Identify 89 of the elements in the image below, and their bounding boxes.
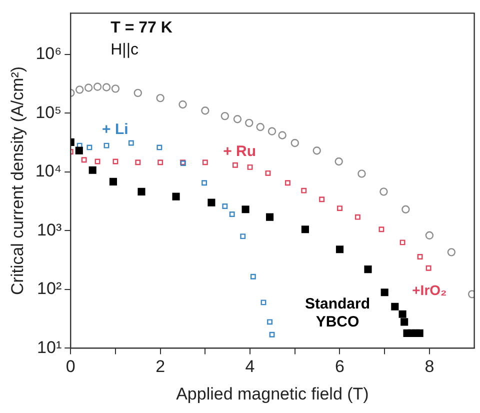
point xyxy=(301,188,307,194)
point xyxy=(232,162,238,168)
y-tick-label: 10³ xyxy=(37,220,62,240)
point xyxy=(75,146,83,154)
point xyxy=(202,160,208,166)
point xyxy=(247,164,253,170)
point xyxy=(104,142,110,148)
point xyxy=(222,204,228,209)
point xyxy=(158,160,164,166)
point xyxy=(337,206,342,212)
y-axis-title: Critical current density (A/cm²) xyxy=(8,66,27,296)
x-axis-title: Applied magnetic field (T) xyxy=(176,384,369,404)
y-tick-label: 10⁶ xyxy=(36,44,62,63)
point xyxy=(240,234,246,240)
point xyxy=(290,138,299,148)
point xyxy=(417,254,423,260)
point xyxy=(134,88,142,98)
series-label: + Li xyxy=(102,120,128,138)
point xyxy=(135,160,141,166)
point xyxy=(400,240,406,246)
point xyxy=(268,127,276,136)
point xyxy=(400,318,408,326)
point xyxy=(402,205,410,214)
point xyxy=(84,84,93,92)
point xyxy=(172,192,180,200)
point xyxy=(242,206,250,214)
point xyxy=(245,118,254,128)
x-tick-label: 2 xyxy=(156,357,166,376)
point xyxy=(202,180,207,186)
point xyxy=(256,122,264,132)
point xyxy=(156,144,162,150)
point xyxy=(267,319,272,325)
x-tick-label: 4 xyxy=(245,357,255,376)
annotation: H||c xyxy=(110,42,138,59)
point xyxy=(391,302,399,310)
point xyxy=(354,214,360,220)
point xyxy=(250,274,256,280)
y-tick-label: 10⁵ xyxy=(36,102,62,122)
point xyxy=(334,157,343,166)
annotation: +IrO₂ xyxy=(412,282,447,298)
point xyxy=(364,266,372,274)
series-label: + Ru xyxy=(223,142,256,160)
point xyxy=(378,226,384,232)
point xyxy=(265,170,271,176)
point xyxy=(156,94,164,102)
point xyxy=(425,231,434,240)
point xyxy=(81,157,87,163)
point xyxy=(319,196,325,202)
point xyxy=(426,265,432,271)
point xyxy=(220,112,230,120)
point xyxy=(380,188,388,196)
point xyxy=(229,212,235,217)
point xyxy=(111,84,120,93)
point xyxy=(312,146,321,155)
annotation: T = 77 K xyxy=(110,20,173,37)
y-tick-label: 10² xyxy=(37,279,62,298)
point xyxy=(278,131,286,140)
point xyxy=(447,248,456,256)
point xyxy=(269,332,275,338)
point xyxy=(208,198,216,206)
point xyxy=(233,114,242,124)
x-tick-label: 8 xyxy=(424,357,434,376)
point xyxy=(138,188,146,196)
series-label: Standard YBCO xyxy=(304,295,370,330)
point xyxy=(398,310,406,318)
point xyxy=(266,213,274,221)
point xyxy=(102,83,111,92)
point xyxy=(75,86,84,94)
x-tick-label: 0 xyxy=(66,357,76,376)
point xyxy=(380,288,388,296)
point xyxy=(94,158,100,164)
point xyxy=(86,144,92,150)
point xyxy=(416,329,424,337)
point xyxy=(301,226,309,234)
point xyxy=(358,170,366,178)
point xyxy=(178,100,187,109)
x-tick-label: 6 xyxy=(335,357,344,376)
point xyxy=(201,106,210,115)
point xyxy=(284,180,290,186)
point xyxy=(468,290,474,298)
point xyxy=(260,300,266,306)
point xyxy=(112,158,118,164)
point xyxy=(336,246,344,254)
y-tick-label: 10¹ xyxy=(37,338,62,357)
point xyxy=(109,178,118,186)
y-tick-label: 10⁴ xyxy=(35,162,62,181)
point xyxy=(128,140,134,146)
point xyxy=(93,82,102,91)
point xyxy=(88,166,96,174)
